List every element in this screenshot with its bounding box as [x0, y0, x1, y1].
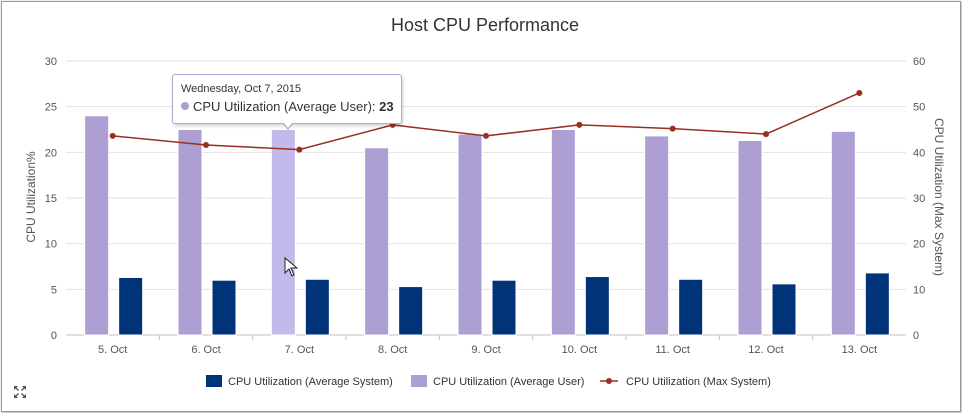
- bar-average-user[interactable]: [364, 147, 390, 336]
- x-tick-label: 12. Oct: [748, 344, 783, 356]
- tooltip: Wednesday, Oct 7, 2015 CPU Utilization (…: [172, 74, 402, 130]
- line-point-max-system[interactable]: [109, 132, 116, 139]
- bar-average-user[interactable]: [737, 139, 763, 336]
- line-point-max-system[interactable]: [763, 131, 769, 138]
- grid-lines: [66, 60, 906, 336]
- y2-axis-ticks: 0 10 20 30 40 50 60: [913, 56, 925, 342]
- y2-axis-title: CPU Utilization (Max System): [932, 118, 946, 276]
- y-tick-label: 10: [45, 239, 57, 251]
- tooltip-date: Wednesday, Oct 7, 2015: [181, 83, 302, 95]
- legend-label: CPU Utilization (Average System): [228, 376, 393, 388]
- bar-average-system[interactable]: [211, 279, 237, 336]
- x-tick-label: 9. Oct: [471, 344, 500, 356]
- bar-average-system[interactable]: [678, 278, 704, 336]
- legend-label: CPU Utilization (Average User): [433, 376, 584, 388]
- y2-tick-label: 30: [913, 193, 925, 205]
- legend-label: CPU Utilization (Max System): [626, 376, 771, 388]
- bar-average-user[interactable]: [457, 133, 483, 336]
- y2-tick-label: 10: [913, 284, 925, 296]
- bar-average-user[interactable]: [830, 130, 856, 336]
- legend-marker: [606, 378, 612, 384]
- bar-average-user[interactable]: [177, 129, 203, 336]
- tooltip-line: CPU Utilization (Average User): 23: [181, 99, 394, 114]
- x-tick-label: 13. Oct: [842, 344, 877, 356]
- y-tick-label: 20: [45, 147, 57, 159]
- legend-item[interactable]: CPU Utilization (Average System): [206, 375, 393, 388]
- bar-average-system[interactable]: [398, 286, 424, 336]
- bar-average-system[interactable]: [864, 272, 890, 336]
- legend: CPU Utilization (Average System) CPU Util…: [206, 375, 771, 388]
- y2-tick-label: 0: [913, 330, 919, 342]
- bar-average-user[interactable]: [270, 129, 296, 336]
- bar-average-system[interactable]: [118, 276, 144, 336]
- bar-average-system[interactable]: [304, 278, 330, 336]
- x-tick-label: 8. Oct: [378, 344, 407, 356]
- bar-average-user[interactable]: [84, 115, 110, 336]
- y-tick-label: 15: [45, 193, 57, 205]
- mouse-cursor: [284, 256, 299, 277]
- y-tick-label: 30: [45, 56, 57, 68]
- expand-icon[interactable]: [13, 385, 27, 399]
- bar-average-system[interactable]: [491, 279, 517, 336]
- y-axis-title: CPU Utilization%: [24, 151, 38, 243]
- tooltip-series-label: CPU Utilization (Average User):: [193, 99, 376, 114]
- line-point-max-system[interactable]: [856, 89, 863, 96]
- x-tick-label: 5. Oct: [98, 344, 127, 356]
- line-point-max-system[interactable]: [483, 132, 489, 139]
- y-tick-label: 25: [45, 102, 57, 114]
- bar-average-user[interactable]: [550, 129, 576, 336]
- legend-swatch: [411, 375, 427, 387]
- y-tick-label: 5: [51, 284, 57, 296]
- y2-tick-label: 50: [913, 102, 925, 114]
- line-point-max-system[interactable]: [669, 125, 676, 132]
- y2-tick-label: 40: [913, 147, 925, 159]
- x-axis-ticks: 5. Oct 6. Oct 7. Oct 8. Oct 9. Oct 10. Oct 11.…: [98, 335, 877, 356]
- y-tick-label: 0: [51, 330, 57, 342]
- x-tick-label: 6. Oct: [191, 344, 220, 356]
- x-tick-label: 11. Oct: [655, 344, 690, 356]
- line-point-max-system[interactable]: [203, 142, 209, 149]
- x-tick-label: 10. Oct: [562, 344, 597, 356]
- y-axis-ticks: 0 5 10 15 20 25 30: [45, 56, 57, 342]
- chart-title: Host CPU Performance: [391, 15, 579, 35]
- y2-tick-label: 20: [913, 239, 925, 251]
- bar-average-system[interactable]: [771, 283, 797, 336]
- y2-tick-label: 60: [913, 56, 925, 68]
- legend-item[interactable]: CPU Utilization (Max System): [600, 376, 771, 388]
- tooltip-series-dot: [181, 102, 189, 110]
- line-point-max-system[interactable]: [576, 121, 583, 128]
- bar-series: [84, 115, 890, 336]
- bar-average-user[interactable]: [644, 135, 670, 336]
- x-tick-label: 7. Oct: [285, 344, 314, 356]
- tooltip-value: 23: [379, 99, 394, 114]
- legend-swatch: [206, 375, 222, 387]
- bar-average-system[interactable]: [584, 276, 610, 336]
- legend-item[interactable]: CPU Utilization (Average User): [411, 375, 584, 388]
- line-point-max-system[interactable]: [296, 146, 303, 153]
- line-series: [109, 89, 863, 153]
